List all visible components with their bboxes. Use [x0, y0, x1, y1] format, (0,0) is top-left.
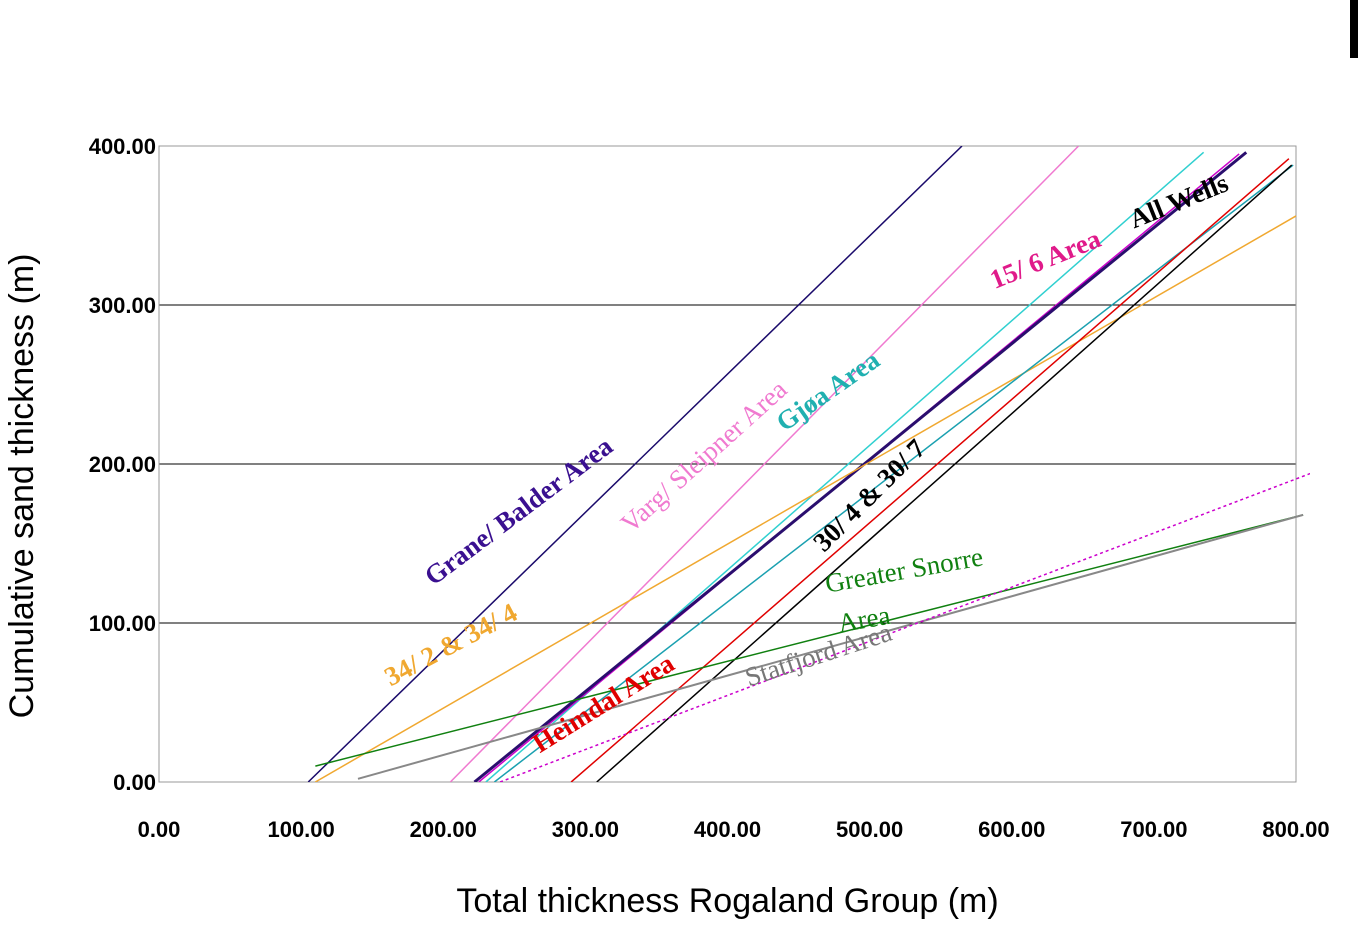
x-tick-label-4: 400.00: [694, 817, 761, 842]
x-tick-label-7: 700.00: [1120, 817, 1187, 842]
x-tick-label-1: 100.00: [267, 817, 334, 842]
series-annotation-10: Statfjord Area: [741, 617, 895, 693]
edge-marker: [1350, 0, 1358, 58]
series-line-7: [570, 158, 1290, 782]
series-annotation-8: Greater Snorre: [823, 541, 985, 598]
x-tick-label-0: 0.00: [138, 817, 181, 842]
y-tick-label-1: 100.00: [89, 611, 156, 636]
y-axis-title: Cumulative sand thickness (m): [3, 254, 41, 719]
x-tick-label-6: 600.00: [978, 817, 1045, 842]
series-line-5: [314, 215, 1297, 782]
y-tick-label-4: 400.00: [89, 134, 156, 159]
series-annotation-3: 15/ 6 Area: [986, 223, 1106, 295]
series-line-11: [499, 472, 1310, 782]
series-annotation-2: Gjøa Area: [771, 344, 886, 437]
series-line-9: [315, 514, 1304, 767]
series-annotation-5: 34/ 2 & 34/ 4: [379, 597, 522, 692]
series-lines: [307, 146, 1310, 782]
x-axis-title: Total thickness Rogaland Group (m): [456, 882, 998, 920]
x-tick-label-8: 800.00: [1262, 817, 1329, 842]
tick-labels: 0.00 100.00 200.00 300.00 400.00 500.00 600.00…: [89, 134, 1330, 842]
gridlines: [159, 145, 1296, 783]
series-line-0: [307, 146, 963, 782]
y-tick-label-0: 0.00: [113, 770, 156, 795]
x-tick-label-5: 500.00: [836, 817, 903, 842]
plot-area: [158, 145, 1297, 783]
series-line-6: [493, 164, 1294, 782]
series-line-10: [357, 513, 1304, 780]
series-annotation-0: Grane/ Balder Area: [419, 430, 619, 591]
y-tick-label-2: 200.00: [89, 452, 156, 477]
x-tick-label-3: 300.00: [552, 817, 619, 842]
y-tick-label-3: 300.00: [89, 293, 156, 318]
x-tick-label-2: 200.00: [410, 817, 477, 842]
series-line-1: [449, 146, 1080, 782]
series-annotation-1: Varg/ Sleipner Area: [615, 374, 793, 538]
